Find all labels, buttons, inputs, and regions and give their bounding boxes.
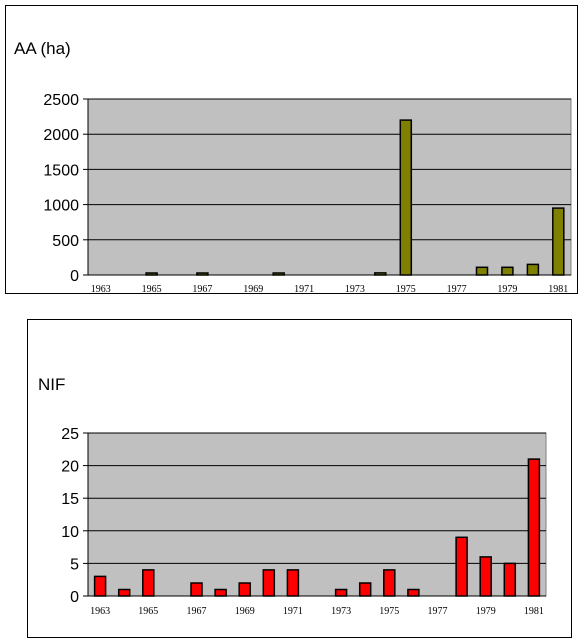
chart-aa-xtick-label: 1975 xyxy=(396,284,416,295)
chart-aa-bar-1981 xyxy=(552,207,565,276)
chart-nif-bar-1964 xyxy=(117,588,131,597)
chart-aa-bar-1975 xyxy=(399,119,413,276)
chart-aa-xtick-label: 1981 xyxy=(548,284,568,295)
chart-nif-ytick-label: 15 xyxy=(61,491,79,508)
chart-nif-frame: NIF 0 5 10 15 20 25 1963 1965 1967 1969 1971 1973 19… xyxy=(27,319,572,638)
chart-nif-bar-1963 xyxy=(93,575,107,597)
chart-nif-xtick-label: 1969 xyxy=(235,606,255,617)
chart-nif-bar-1974 xyxy=(358,582,372,597)
chart-nif-bar-1971 xyxy=(286,569,300,597)
chart-aa-ytick-label: 1000 xyxy=(43,198,79,215)
chart-aa-bar-1978 xyxy=(475,266,489,276)
chart-nif-bar-1969 xyxy=(238,582,251,597)
chart-nif-ytick-label: 10 xyxy=(61,524,79,541)
chart-aa-frame: AA (ha) 0 500 1000 1500 2000 2500 1963 1965 1967… xyxy=(5,5,578,295)
chart-aa-bar-1967 xyxy=(196,272,209,276)
chart-nif-bar-1967 xyxy=(190,582,203,597)
chart-aa-xtick-label: 1969 xyxy=(243,284,263,295)
chart-nif-xtick-label: 1975 xyxy=(379,606,399,617)
chart-aa-bar-1979 xyxy=(501,266,514,276)
chart-nif-ytick-label: 25 xyxy=(61,426,79,443)
chart-nif-bar-1973 xyxy=(334,588,348,597)
chart-nif-bar-1968 xyxy=(214,588,227,597)
chart-nif-xtick-label: 1965 xyxy=(138,606,158,617)
chart-nif-xtick-label: 1977 xyxy=(428,606,448,617)
chart-nif-xtick-label: 1981 xyxy=(524,606,544,617)
chart-aa-ytick-label: 500 xyxy=(52,233,79,250)
chart-nif-ytick-label: 0 xyxy=(70,589,79,606)
chart-nif: NIF 0 5 10 15 20 25 1963 1965 1967 1969 1971 1973 19… xyxy=(38,375,547,617)
chart-nif-bar-1979 xyxy=(479,556,492,597)
chart-aa-xtick-label: 1977 xyxy=(447,284,467,295)
chart-nif-xtick-label: 1973 xyxy=(331,606,351,617)
chart-nif-bar-1975 xyxy=(383,569,396,597)
chart-nif-ylabel: NIF xyxy=(38,375,65,394)
chart-nif-bar-1970 xyxy=(262,569,276,597)
chart-nif-bar-1981 xyxy=(527,458,541,597)
chart-nif-ytick-label: 20 xyxy=(61,459,79,476)
chart-aa-bar-1974 xyxy=(374,272,387,276)
chart-nif-ytick-label: 5 xyxy=(70,556,79,573)
chart-aa-ytick-label: 2500 xyxy=(43,92,79,109)
chart-aa-bar-1970 xyxy=(272,272,285,276)
chart-aa-xtick-label: 1965 xyxy=(142,284,162,295)
chart-aa-ytick-label: 2000 xyxy=(43,127,79,144)
chart-nif-bar-1976 xyxy=(407,588,420,597)
chart-nif-plot-area xyxy=(87,432,547,597)
chart-aa-xtick-label: 1979 xyxy=(497,284,517,295)
chart-nif-xtick-label: 1963 xyxy=(90,606,110,617)
chart-aa: AA (ha) 0 500 1000 1500 2000 2500 1963 1965 1967… xyxy=(14,39,572,295)
chart-aa-ytick-label: 1500 xyxy=(43,162,79,179)
chart-nif-bar-1965 xyxy=(142,569,155,597)
chart-nif-bar-1978 xyxy=(455,536,468,597)
chart-aa-ylabel: AA (ha) xyxy=(14,39,71,58)
chart-aa-bar-1980 xyxy=(526,263,540,276)
chart-aa-xtick-label: 1971 xyxy=(294,284,314,295)
chart-aa-ytick-label: 0 xyxy=(70,268,79,285)
chart-nif-xtick-label: 1967 xyxy=(187,606,207,617)
chart-aa-xtick-label: 1973 xyxy=(345,284,365,295)
chart-aa-xtick-label: 1963 xyxy=(91,284,111,295)
chart-aa-xtick-label: 1967 xyxy=(192,284,212,295)
chart-aa-bar-1965 xyxy=(145,272,158,276)
chart-aa-plot-area xyxy=(87,98,572,276)
chart-nif-xtick-label: 1979 xyxy=(476,606,496,617)
chart-nif-xtick-label: 1971 xyxy=(283,606,303,617)
chart-nif-bar-1980 xyxy=(503,562,517,597)
